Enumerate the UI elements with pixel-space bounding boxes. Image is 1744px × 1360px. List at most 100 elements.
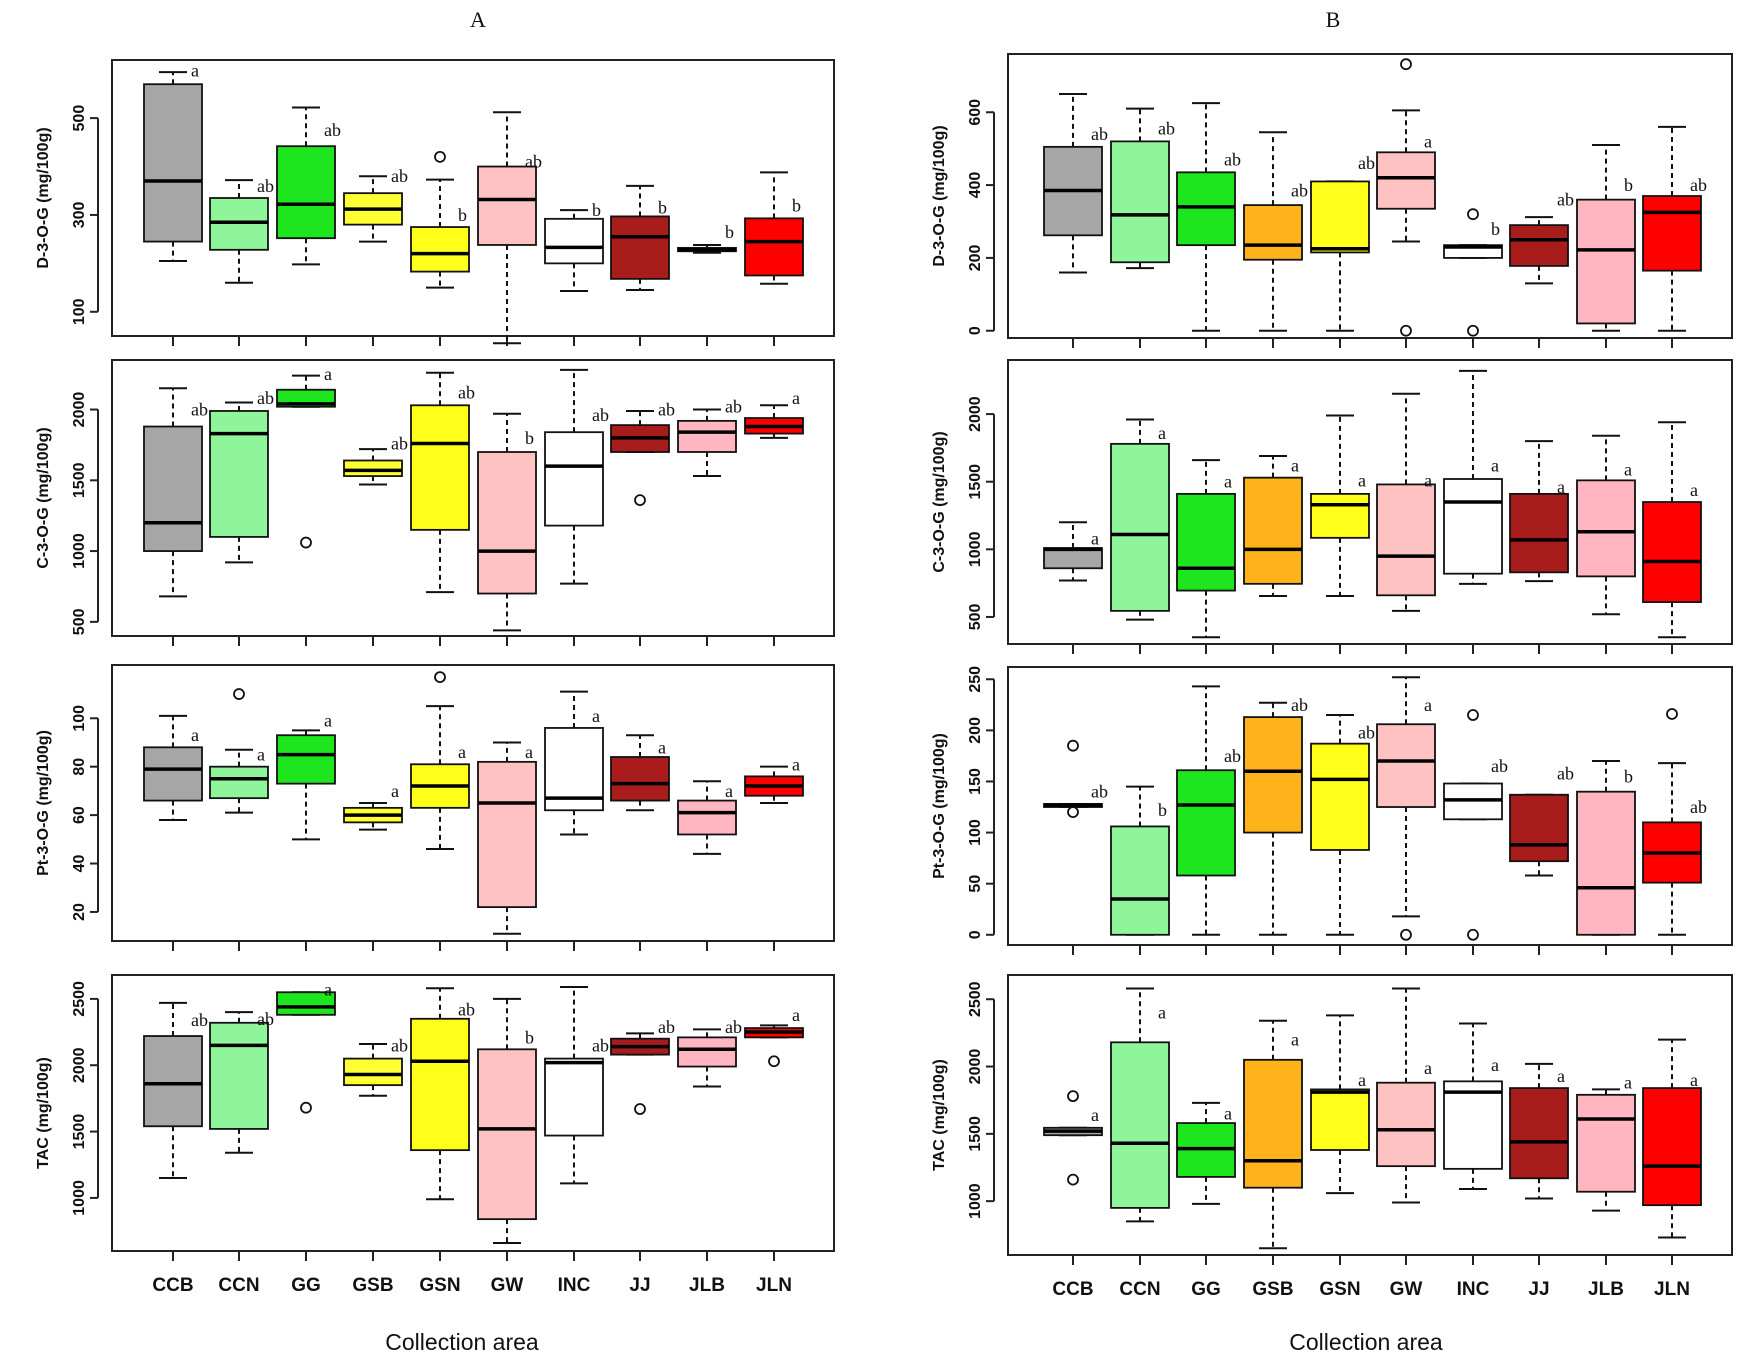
significance-label: ab — [1291, 695, 1308, 715]
box-body — [343, 459, 403, 477]
box-body — [1110, 442, 1170, 612]
box-jlb: b — [677, 222, 737, 254]
box-jj: b — [610, 184, 670, 291]
x-category-label: CCN — [218, 1275, 259, 1296]
y-tick-label: 100 — [71, 298, 88, 325]
box-jln: a — [744, 754, 804, 804]
significance-label: a — [1224, 472, 1232, 492]
significance-label: a — [1291, 455, 1299, 475]
box-gsn: a — [1310, 1014, 1370, 1195]
box-gsb: ab — [343, 166, 408, 243]
significance-label: a — [1424, 695, 1432, 715]
box-body — [276, 145, 336, 240]
box-jj: ab — [1509, 763, 1574, 877]
boxplot-a-1: 100 300 500 D-3-O-G (mg/100g) a ab ab ab b ab b b b b — [35, 59, 835, 346]
box-body — [1176, 769, 1236, 877]
outlier-point — [300, 1101, 312, 1114]
box-ccb: a — [1043, 1090, 1103, 1186]
significance-label: ab — [592, 1035, 609, 1055]
box-body — [1176, 492, 1236, 592]
box-body — [677, 799, 737, 836]
y-tick-label: 50 — [967, 875, 984, 893]
box-body — [1243, 716, 1303, 834]
box-jlb: b — [1576, 144, 1636, 332]
significance-label: b — [525, 428, 534, 448]
y-axis-label: Pt-3-O-G (mg/100g) — [35, 730, 52, 876]
box-body — [410, 226, 470, 273]
box-body — [276, 734, 336, 785]
box-body — [1576, 1093, 1636, 1193]
significance-label: ab — [725, 1017, 742, 1037]
y-tick-label: 500 — [71, 608, 88, 635]
outlier-point — [1400, 324, 1412, 337]
significance-label: a — [1224, 1104, 1232, 1124]
x-category-label: GSB — [1252, 1279, 1293, 1300]
box-body — [1376, 151, 1436, 210]
significance-label: ab — [1358, 722, 1375, 742]
box-ccn: a — [1110, 418, 1170, 621]
box-jln: b — [744, 171, 804, 285]
x-category-label: GG — [1191, 1279, 1221, 1300]
y-tick-label: 1500 — [967, 464, 984, 500]
y-tick-label: 2000 — [967, 396, 984, 432]
box-body — [1576, 479, 1636, 578]
box-body — [1443, 478, 1503, 575]
box-body — [276, 991, 336, 1016]
box-jlb: a — [1576, 1073, 1636, 1212]
box-gw: a — [1376, 392, 1436, 612]
box-jln: a — [1642, 421, 1702, 639]
significance-label: ab — [391, 166, 408, 186]
box-jlb: ab — [677, 1017, 742, 1088]
x-category-label: GSB — [352, 1275, 393, 1296]
plot-frame — [1007, 359, 1733, 645]
outlier-point — [1067, 1090, 1079, 1103]
box-gw: a — [477, 741, 537, 935]
significance-label: ab — [458, 1000, 475, 1020]
y-tick-label: 300 — [71, 202, 88, 229]
outlier-point — [1067, 806, 1079, 819]
box-gsb: a — [343, 781, 403, 831]
significance-label: b — [1624, 175, 1633, 195]
box-inc: ab — [1443, 709, 1508, 941]
box-gsb: ab — [1243, 131, 1308, 332]
outlier-point — [1467, 208, 1479, 221]
y-axis-label: TAC (mg/100g) — [931, 1059, 948, 1171]
significance-label: a — [1158, 423, 1166, 443]
box-body — [477, 165, 537, 246]
box-body — [410, 404, 470, 531]
y-tick-label: 1000 — [71, 533, 88, 569]
box-gw: a — [1376, 987, 1436, 1204]
y-axis-label: TAC (mg/100g) — [35, 1057, 52, 1169]
box-jj: ab — [610, 1017, 675, 1115]
significance-label: a — [1091, 529, 1099, 549]
significance-label: a — [1491, 455, 1499, 475]
significance-label: ab — [1224, 746, 1241, 766]
x-category-label: INC — [1457, 1279, 1490, 1300]
box-gsn: ab — [410, 371, 475, 594]
box-body — [544, 217, 604, 265]
box-body — [610, 215, 670, 280]
box-ccn: ab — [1110, 107, 1175, 270]
significance-label: a — [257, 745, 265, 765]
box-body — [677, 1036, 737, 1068]
y-tick-label: 500 — [967, 604, 984, 631]
x-category-label: JJ — [1528, 1279, 1549, 1300]
plot-frame — [111, 974, 835, 1252]
x-category-label: GSN — [1319, 1279, 1360, 1300]
box-jj: ab — [1509, 190, 1574, 285]
y-tick-label: 1000 — [71, 1180, 88, 1216]
boxplot-a-4: 1000 1500 2000 2500 TAC (mg/100g) ab ab a ab ab b a… — [35, 974, 835, 1296]
box-gw: ab — [477, 111, 542, 345]
box-body — [1509, 1087, 1569, 1180]
box-body — [677, 419, 737, 453]
significance-label: ab — [1690, 797, 1707, 817]
y-tick-label: 60 — [71, 806, 88, 824]
box-gw: b — [477, 412, 537, 632]
box-gsb: ab — [343, 434, 408, 486]
box-body — [544, 1057, 604, 1137]
y-tick-label: 2000 — [71, 392, 88, 428]
significance-label: a — [191, 61, 199, 81]
significance-label: ab — [1091, 124, 1108, 144]
significance-label: ab — [1158, 119, 1175, 139]
